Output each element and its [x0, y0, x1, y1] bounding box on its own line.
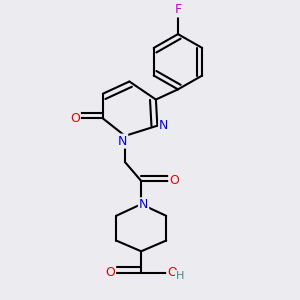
Text: H: H [176, 271, 184, 281]
Text: N: N [118, 135, 127, 148]
Text: N: N [159, 119, 169, 132]
Text: O: O [70, 112, 80, 125]
Text: O: O [167, 266, 177, 279]
Text: O: O [105, 266, 115, 279]
Text: F: F [174, 4, 182, 16]
Text: O: O [169, 174, 179, 188]
Text: N: N [139, 198, 148, 211]
